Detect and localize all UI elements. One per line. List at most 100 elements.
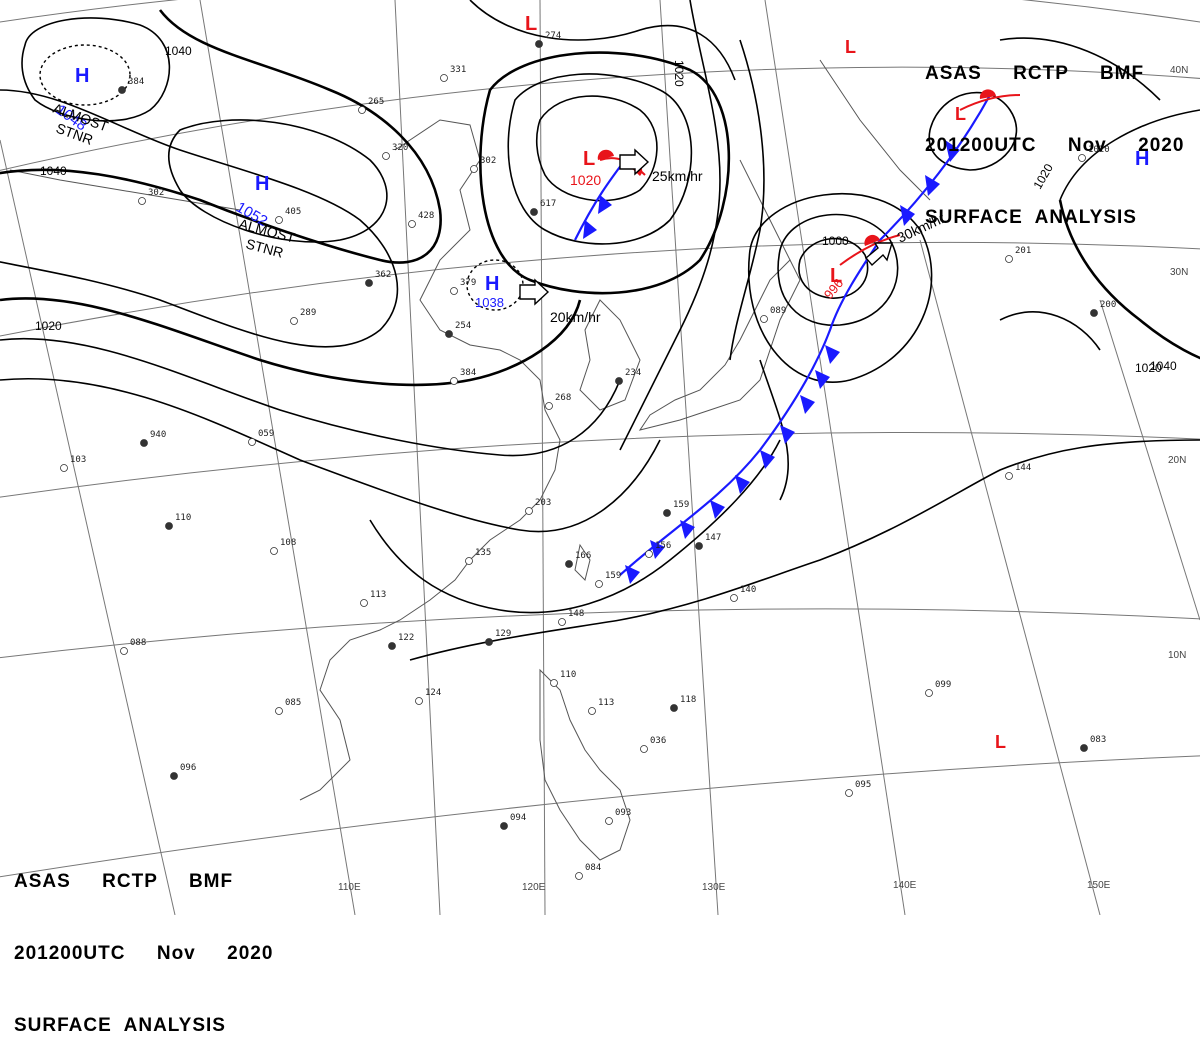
motion-arrow-1038	[519, 278, 550, 306]
isobar-label: 1000	[822, 234, 849, 248]
station-pressure: 088	[130, 638, 146, 648]
lon-line-150e	[919, 239, 1101, 916]
station-pressure: 084	[585, 863, 601, 873]
station-cloud-icon	[60, 464, 68, 472]
station-pressure: 110	[560, 670, 576, 680]
station-cloud-icon	[120, 647, 128, 655]
station-cloud-icon	[450, 377, 458, 385]
surface-analysis-chart: 274 331 265 384 320 302 617 405 428 362 379 289 254 3…	[0, 0, 1200, 916]
lat-line-30n	[0, 241, 1200, 337]
high-symbol: H	[1135, 148, 1149, 170]
isobar-label: 1020	[672, 60, 686, 87]
low-pressure-value: 1020	[570, 172, 601, 188]
station-cloud-icon	[1005, 255, 1013, 263]
lon-line-100e	[0, 139, 176, 916]
station-cloud-icon	[440, 74, 448, 82]
lat-label: 30N	[1170, 267, 1188, 278]
station-cloud-icon	[760, 315, 768, 323]
station-cloud-icon	[545, 402, 553, 410]
station-pressure: 144	[1015, 463, 1031, 473]
station-pressure: 108	[280, 538, 296, 548]
lon-line-110e	[199, 0, 356, 916]
station-cloud-icon	[118, 86, 126, 94]
station-observations: 274 331 265 384 320 302 617 405 428 362 379 289 254 3…	[60, 31, 1116, 880]
station-pressure: 113	[370, 590, 386, 600]
isobar-label: 1040	[40, 164, 67, 178]
lat-line-10n	[0, 608, 1200, 659]
station-pressure: 159	[605, 571, 621, 581]
station-pressure: 099	[935, 680, 951, 690]
station-cloud-icon	[695, 542, 703, 550]
station-cloud-icon	[408, 220, 416, 228]
station-cloud-icon	[170, 772, 178, 780]
station-cloud-icon	[925, 689, 933, 697]
motion-arrow-996	[865, 242, 893, 267]
title-line-2: 201200UTC Nov 2020	[925, 135, 1185, 156]
low-symbol: L	[830, 265, 842, 287]
station-cloud-icon	[640, 745, 648, 753]
sakhalin-coastline	[739, 159, 791, 261]
isobar-1000	[798, 237, 869, 299]
philippines-coastline	[539, 668, 631, 861]
station-cloud-icon	[575, 872, 583, 880]
station-cloud-icon	[525, 507, 533, 515]
station-pressure: 200	[1100, 300, 1116, 310]
title-line-3: SURFACE ANALYSIS	[925, 207, 1137, 228]
isobar-label: 1020	[1135, 361, 1162, 375]
station-pressure: 147	[705, 533, 721, 543]
isobars	[0, 0, 1200, 661]
station-cloud-icon	[595, 580, 603, 588]
lat-line-40n	[0, 66, 1200, 171]
station-pressure: 095	[855, 780, 871, 790]
station-pressure: 089	[770, 306, 786, 316]
station-cloud-icon	[415, 697, 423, 705]
station-pressure: 094	[510, 813, 526, 823]
station-pressure: 254	[455, 321, 471, 331]
motion-arrows	[519, 148, 893, 306]
station-cloud-icon	[270, 547, 278, 555]
station-pressure: 379	[460, 278, 476, 288]
station-cloud-icon	[550, 679, 558, 687]
lat-line-0	[0, 755, 1200, 878]
station-pressure: 428	[418, 211, 434, 221]
high-symbol: H	[255, 173, 269, 195]
station-cloud-icon	[1090, 309, 1098, 317]
taiwan-coastline	[574, 543, 591, 581]
station-cloud-icon	[485, 638, 493, 646]
isobar-label: 1040	[165, 44, 192, 58]
station-cloud-icon	[360, 599, 368, 607]
station-pressure: 036	[650, 736, 666, 746]
isobar-1044-west	[21, 17, 171, 122]
station-cloud-icon	[845, 789, 853, 797]
station-pressure: 110	[175, 513, 191, 523]
station-pressure: 159	[673, 500, 689, 510]
station-pressure: 059	[258, 429, 274, 439]
station-pressure: 093	[615, 808, 631, 818]
station-cloud-icon	[465, 557, 473, 565]
lon-line-115e	[394, 0, 441, 916]
isobar-label: 1020	[35, 319, 62, 333]
station-cloud-icon	[290, 317, 298, 325]
japan-coastline	[638, 259, 801, 431]
station-cloud-icon	[470, 165, 478, 173]
station-cloud-icon	[388, 642, 396, 650]
korea-coastline	[579, 299, 641, 411]
station-cloud-icon	[445, 330, 453, 338]
title-line-1: ASAS RCTP BMF	[14, 871, 234, 892]
lon-line-120e	[539, 0, 546, 916]
station-pressure: 617	[540, 199, 556, 209]
lon-line-130e	[659, 0, 719, 916]
station-cloud-icon	[1078, 154, 1086, 162]
border-mongolia	[9, 169, 241, 211]
station-pressure: 320	[392, 143, 408, 153]
station-cloud-icon	[140, 439, 148, 447]
high-1048-circle	[39, 44, 131, 106]
station-pressure: 140	[740, 585, 756, 595]
lat-line-20n	[0, 432, 1200, 498]
station-cloud-icon	[535, 40, 543, 48]
station-pressure: 265	[368, 97, 384, 107]
motion-label: 20km/hr	[550, 309, 601, 325]
isobar-1020-east	[1058, 199, 1200, 360]
station-pressure: 201	[1015, 246, 1031, 256]
motion-label: 25km/hr	[652, 168, 703, 184]
